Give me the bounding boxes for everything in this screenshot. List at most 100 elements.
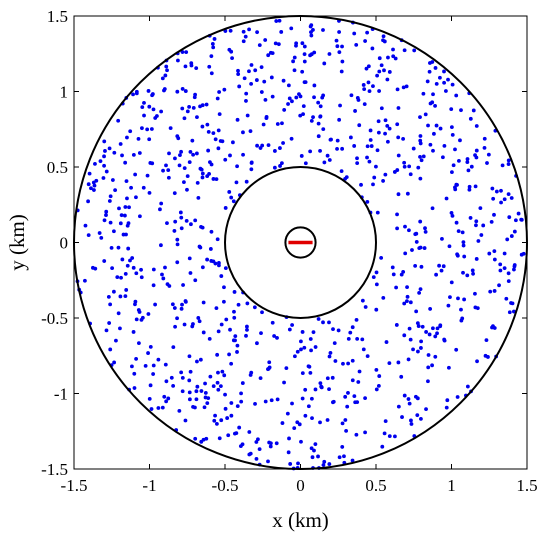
data-point bbox=[196, 316, 201, 320]
data-point bbox=[161, 276, 166, 281]
data-point bbox=[182, 116, 187, 121]
data-point bbox=[165, 221, 169, 226]
data-point bbox=[112, 360, 117, 365]
data-point bbox=[281, 78, 286, 83]
data-point bbox=[362, 87, 367, 92]
data-point bbox=[289, 26, 294, 31]
data-point bbox=[213, 413, 217, 418]
data-point bbox=[307, 364, 312, 369]
data-point bbox=[376, 384, 381, 388]
data-point bbox=[290, 323, 294, 327]
data-point bbox=[341, 361, 345, 366]
data-point bbox=[171, 345, 176, 350]
data-point bbox=[391, 47, 395, 52]
data-point bbox=[442, 80, 446, 85]
data-point bbox=[249, 63, 254, 67]
data-point bbox=[279, 30, 284, 34]
data-point bbox=[134, 271, 139, 276]
data-point bbox=[197, 244, 202, 249]
data-point bbox=[266, 367, 270, 372]
data-point bbox=[286, 102, 290, 106]
data-point bbox=[120, 257, 125, 262]
data-point bbox=[231, 140, 235, 145]
data-point bbox=[449, 211, 454, 215]
data-point bbox=[408, 300, 413, 305]
data-point bbox=[183, 89, 188, 93]
data-point bbox=[222, 87, 227, 92]
data-point bbox=[312, 448, 316, 453]
data-point bbox=[209, 229, 214, 234]
data-point bbox=[232, 315, 237, 320]
data-point bbox=[99, 236, 104, 240]
data-point bbox=[179, 306, 184, 311]
data-point bbox=[403, 251, 408, 256]
data-point bbox=[448, 295, 452, 300]
data-point bbox=[259, 90, 264, 94]
data-point bbox=[445, 398, 450, 403]
data-point bbox=[300, 330, 305, 334]
data-point bbox=[450, 82, 455, 87]
data-point bbox=[189, 61, 194, 66]
data-point bbox=[375, 210, 380, 215]
data-point bbox=[401, 136, 406, 141]
data-point bbox=[123, 271, 128, 276]
data-point bbox=[423, 226, 427, 231]
data-point bbox=[272, 334, 277, 338]
data-point bbox=[239, 399, 244, 404]
data-point bbox=[193, 92, 197, 97]
data-point bbox=[340, 146, 345, 151]
data-point bbox=[262, 79, 267, 84]
data-point bbox=[459, 307, 463, 312]
data-point bbox=[374, 282, 379, 287]
data-point bbox=[340, 59, 345, 64]
data-point bbox=[502, 251, 507, 256]
data-point bbox=[386, 55, 390, 60]
data-point bbox=[208, 374, 213, 379]
data-point bbox=[134, 357, 138, 361]
data-point bbox=[163, 73, 168, 78]
data-point bbox=[86, 182, 91, 187]
data-point bbox=[394, 285, 398, 290]
data-point bbox=[428, 142, 433, 147]
data-point bbox=[235, 117, 240, 122]
data-point bbox=[247, 27, 251, 32]
data-point bbox=[303, 80, 308, 84]
data-point bbox=[209, 71, 214, 76]
data-point bbox=[457, 158, 461, 163]
data-point bbox=[354, 318, 359, 322]
data-point bbox=[423, 112, 428, 117]
data-point bbox=[302, 44, 307, 49]
data-point bbox=[418, 115, 422, 120]
data-point bbox=[287, 436, 291, 441]
data-point bbox=[371, 275, 376, 280]
data-point bbox=[466, 168, 471, 173]
data-point bbox=[217, 261, 221, 265]
data-point bbox=[151, 107, 156, 112]
data-point bbox=[379, 106, 384, 111]
data-point bbox=[446, 303, 451, 308]
data-point bbox=[175, 260, 180, 265]
data-point bbox=[298, 113, 303, 118]
data-point bbox=[92, 183, 97, 188]
data-point bbox=[405, 299, 409, 304]
data-point bbox=[350, 358, 355, 363]
data-point bbox=[300, 41, 305, 46]
data-point bbox=[339, 169, 344, 174]
data-point bbox=[352, 144, 357, 148]
data-point bbox=[260, 143, 265, 148]
data-point bbox=[456, 229, 461, 234]
data-point bbox=[355, 337, 360, 341]
data-point bbox=[199, 389, 204, 393]
data-point bbox=[407, 164, 412, 169]
data-point bbox=[361, 347, 366, 352]
data-point bbox=[91, 180, 96, 185]
data-point bbox=[303, 413, 308, 418]
data-point bbox=[234, 180, 239, 185]
data-point bbox=[197, 319, 202, 324]
data-point bbox=[219, 322, 224, 327]
data-point bbox=[233, 431, 237, 436]
data-point bbox=[247, 452, 252, 457]
data-point bbox=[502, 266, 507, 271]
data-point bbox=[179, 370, 184, 375]
data-point bbox=[209, 162, 214, 167]
